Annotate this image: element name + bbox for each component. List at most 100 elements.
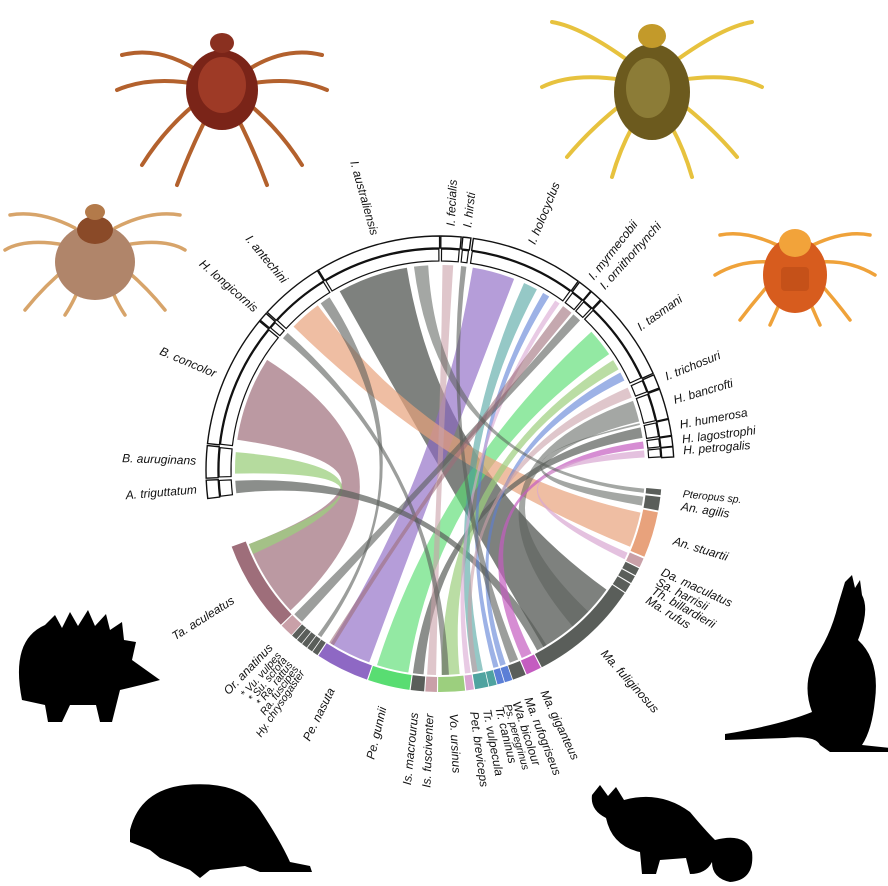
- label-i-australiensis: I. australiensis: [347, 159, 381, 237]
- band-ma-rufus: [612, 576, 631, 593]
- band-da-maculatus: [626, 552, 644, 568]
- tick-species-segments: [205, 235, 675, 500]
- band-pe-gunnii: [368, 665, 412, 690]
- band-is-fusciventer: [425, 676, 438, 692]
- label-pe-nasuta: Pe. nasuta: [300, 685, 338, 743]
- band-an-stuartii: [630, 509, 658, 557]
- inner-box-i-ornithorhynchi: [574, 301, 592, 319]
- ribbon-h-bancrofti-to-ma-fuliginosus: [518, 400, 640, 627]
- segment-b-concolor: [206, 320, 270, 446]
- segment-i-trichosuri: [641, 373, 661, 394]
- inner-box-i-myrmecobii: [564, 292, 583, 311]
- kangaroo-silhouette-icon: [725, 575, 888, 752]
- band-pteropus-sp: [645, 488, 662, 496]
- band-ma-rufogriseus: [508, 660, 526, 680]
- segment-i-antechini: [266, 269, 325, 322]
- segment-h-petrogalis: [660, 445, 675, 459]
- band-ps-peregrinus: [493, 668, 505, 685]
- band-ma-fuliginosus: [534, 584, 625, 668]
- segment-i-myrmecobii: [571, 281, 592, 302]
- inner-box-h-lagostrophi: [646, 438, 661, 449]
- label-b-concolor: B. concolor: [158, 344, 220, 381]
- band-th-billardierii: [618, 569, 635, 584]
- inner-box-h-petrogalis: [647, 448, 662, 459]
- ribbon-i-myrmecobii-to-pe-nasuta: [329, 306, 572, 646]
- segment-i-tasmani: [592, 299, 655, 380]
- inner-box-h-humerosa: [643, 422, 660, 440]
- band-is-macrourus: [410, 675, 426, 692]
- label-pe-gunnii: Pe. gunnii: [363, 705, 389, 760]
- chord-ribbons: [235, 265, 645, 675]
- inner-box-h-longicornis: [269, 321, 286, 337]
- band-or-anatinus: [281, 615, 302, 635]
- host-color-bands: [218, 248, 662, 692]
- label-i-tasmani: I. tasmani: [634, 292, 685, 334]
- label-ma-fuliginosus: Ma. fuliginosus: [598, 647, 662, 716]
- label-b-auruginans: B. auruginans: [122, 451, 197, 468]
- segment-i-hirsti: [460, 236, 472, 251]
- band-tr-caninus: [485, 670, 497, 687]
- ribbon-b-concolor-to-ta-aculeatus: [237, 359, 360, 611]
- inner-box-i-antechini: [276, 281, 331, 330]
- band-ta-aculeatus: [231, 541, 292, 625]
- inner-box-i-trichosuri: [630, 380, 648, 397]
- inner-box-i-hirsti: [460, 249, 470, 264]
- label-is-macrourus: Is. macrourus: [400, 712, 421, 786]
- band-wa-bicolour: [500, 665, 513, 683]
- label-vo-ursinus: Vo. ursinus: [447, 713, 464, 773]
- segment-h-bancrofti: [647, 388, 670, 423]
- band-pet-breviceps: [464, 674, 474, 691]
- possum-silhouette-icon: [591, 785, 753, 882]
- band-su-scrofa: [297, 628, 311, 644]
- segment-h-longicornis: [259, 312, 277, 329]
- band-pe-nasuta: [318, 643, 372, 680]
- ribbon-i-tasmani-to-pe-gunnii: [376, 331, 610, 673]
- ribbon-i-antechini-to-ra-fuscipes: [317, 297, 383, 638]
- segment-i-fecialis: [440, 235, 462, 250]
- inner-box-i-tasmani: [583, 309, 642, 384]
- ribbon-i-hirsti-to-ma-rufogriseus: [456, 266, 519, 663]
- band-ra-rattus: [302, 632, 316, 648]
- label-a-triguttatum: A. triguttatum: [124, 482, 197, 502]
- inner-box-b-concolor: [219, 329, 280, 447]
- inner-box-i-australiensis: [325, 248, 440, 292]
- inner-box-a-triguttatum: [218, 479, 234, 497]
- band-ra-fuscipes: [307, 635, 321, 652]
- bandicoot-silhouette-icon: [130, 784, 312, 878]
- segment-a-triguttatum: [205, 478, 221, 500]
- ribbon-h-bancrofti-to-an-agilis: [540, 423, 644, 506]
- label-h-longicornis: H. longicornis: [197, 257, 261, 315]
- inner-box-h-bancrofti: [635, 393, 657, 425]
- yellow-tick-icon: [540, 20, 764, 179]
- label-i-antechini: I. antechini: [243, 232, 291, 286]
- inner-box-i-fecialis: [440, 248, 460, 263]
- ribbon-i-holocyclus-to-pe-nasuta: [330, 267, 515, 663]
- inner-box-i-holocyclus: [469, 250, 571, 302]
- band-vo-ursinus: [438, 675, 466, 692]
- orange-tick-icon: [713, 229, 877, 327]
- segment-i-ornithorhynchi: [582, 290, 602, 310]
- label-i-hirsti: I. hirsti: [460, 191, 478, 228]
- echidna-silhouette-icon: [18, 610, 160, 722]
- band-sa-harrisii: [622, 561, 640, 576]
- ribbon-h-humerosa-to-is-macrourus: [412, 427, 643, 675]
- label-i-trichosuri: I. trichosuri: [663, 348, 723, 383]
- ribbon-b-auruginans-to-ta-aculeatus: [235, 452, 343, 555]
- inner-box-b-auruginans: [218, 447, 233, 478]
- band-hy-chrysogaster: [312, 639, 326, 656]
- label-pteropus-sp: Pteropus sp.: [682, 488, 742, 506]
- label-ta-aculeatus: Ta. aculeatus: [169, 593, 237, 643]
- segment-i-holocyclus: [470, 237, 580, 292]
- tan-tick-icon: [3, 204, 187, 317]
- band-ma-giganteus: [520, 654, 541, 675]
- band-an-agilis: [643, 495, 661, 511]
- label-an-stuartii: An. stuartii: [671, 534, 731, 564]
- label-is-fusciventer: Is. fusciventer: [419, 712, 436, 788]
- label-i-fecialis: I. fecialis: [444, 179, 460, 226]
- band-tr-vulpecula: [472, 672, 489, 690]
- brown-tick-icon: [115, 33, 329, 187]
- ribbon-h-petrogalis-to-da-maculatus: [536, 450, 645, 560]
- segment-b-auruginans: [205, 444, 220, 479]
